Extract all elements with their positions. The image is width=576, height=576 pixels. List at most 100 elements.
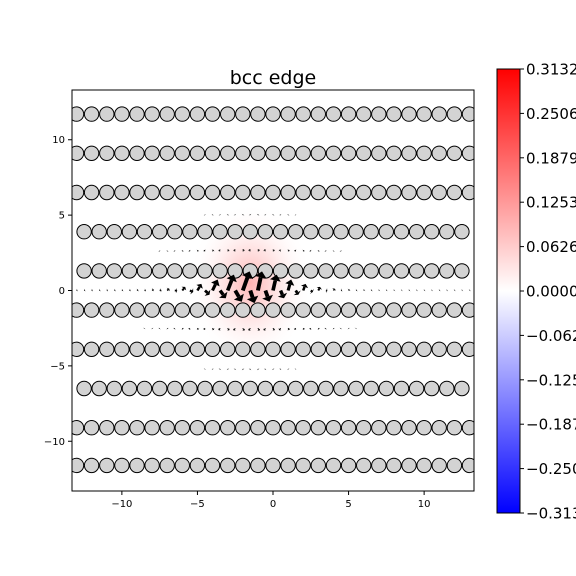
atom bbox=[446, 145, 463, 162]
atom bbox=[416, 184, 432, 201]
atom bbox=[288, 380, 304, 397]
atom bbox=[303, 224, 319, 240]
atom bbox=[227, 224, 243, 240]
atom bbox=[76, 224, 92, 240]
atom bbox=[446, 106, 463, 122]
displacement-arrow-head bbox=[324, 327, 327, 330]
atom bbox=[204, 341, 221, 357]
atom bbox=[250, 420, 266, 436]
displacement-arrow-head bbox=[173, 250, 176, 252]
displacement-arrow-head bbox=[129, 288, 131, 292]
atom bbox=[235, 420, 251, 436]
displacement-arrow-head bbox=[76, 288, 78, 292]
atom bbox=[250, 341, 266, 357]
atom bbox=[340, 184, 357, 201]
displacement-arrow-head bbox=[423, 289, 426, 292]
atom bbox=[235, 302, 251, 318]
displacement-arrow-head bbox=[248, 368, 252, 371]
colorbar-ticks: 0.3132 0.2506 0.1879 0.1253 0.0626 0.0000 −0.0… bbox=[520, 61, 576, 523]
displacement-arrow bbox=[204, 250, 206, 252]
atom bbox=[431, 302, 447, 318]
displacement-arrow bbox=[189, 289, 193, 293]
displacement-arrow-head bbox=[203, 249, 206, 252]
displacement-arrow bbox=[218, 327, 221, 330]
displacement-arrow-head bbox=[287, 249, 290, 252]
displacement-arrow bbox=[233, 327, 236, 330]
displacement-arrow-head bbox=[166, 250, 169, 252]
atom bbox=[152, 224, 168, 240]
displacement-arrow bbox=[263, 289, 270, 298]
atom bbox=[416, 145, 432, 162]
atom bbox=[174, 341, 191, 357]
displacement-arrow bbox=[317, 288, 321, 291]
displacement-arrow bbox=[234, 250, 236, 252]
atom bbox=[204, 184, 221, 201]
colorbar-tick-label: 0.1253 bbox=[526, 194, 576, 212]
displacement-arrow bbox=[212, 327, 214, 330]
atom bbox=[83, 341, 100, 357]
atom bbox=[114, 145, 130, 162]
atom bbox=[83, 457, 100, 474]
displacement-arrow-head bbox=[257, 328, 261, 331]
displacement-arrow-head bbox=[272, 249, 275, 252]
atom bbox=[280, 341, 296, 357]
colorbar-tick-label: −0.187 bbox=[526, 416, 576, 434]
displacement-arrow-head bbox=[302, 249, 305, 252]
atom bbox=[280, 302, 296, 318]
atoms-layer bbox=[72, 106, 474, 474]
atom bbox=[303, 263, 319, 279]
displacement-arrow bbox=[196, 286, 201, 292]
atom bbox=[242, 380, 259, 397]
displacement-arrow-head bbox=[241, 368, 245, 371]
atom bbox=[144, 341, 160, 357]
atom bbox=[204, 106, 221, 122]
atom bbox=[99, 341, 115, 357]
strain-field-glow bbox=[188, 202, 313, 363]
atom bbox=[265, 184, 281, 201]
displacement-arrow-head bbox=[326, 288, 328, 294]
displacement-arrow-head bbox=[196, 249, 200, 252]
atom bbox=[121, 263, 138, 279]
atom bbox=[318, 380, 334, 397]
atom bbox=[416, 420, 432, 436]
atom bbox=[227, 380, 243, 397]
atom bbox=[461, 302, 474, 318]
displacement-arrow-head bbox=[324, 250, 327, 252]
atom bbox=[416, 302, 432, 318]
displacement-arrow bbox=[211, 283, 217, 292]
atom bbox=[129, 184, 145, 201]
displacement-arrow-head bbox=[242, 328, 245, 331]
displacement-arrow-head bbox=[347, 327, 351, 330]
atom bbox=[446, 341, 463, 357]
atom bbox=[461, 420, 474, 436]
displacement-arrow-head bbox=[256, 368, 260, 371]
atom bbox=[393, 263, 410, 279]
displacement-arrow-head bbox=[270, 274, 281, 282]
displacement-arrow-head bbox=[99, 288, 101, 292]
displacement-arrow-head bbox=[317, 250, 320, 252]
atom bbox=[235, 184, 251, 201]
atom bbox=[363, 263, 379, 279]
atom bbox=[129, 106, 145, 122]
atom bbox=[439, 263, 455, 279]
atom bbox=[106, 263, 123, 279]
atom bbox=[325, 420, 342, 436]
displacement-arrow-head bbox=[196, 328, 200, 330]
displacement-arrow-head bbox=[446, 289, 449, 292]
displacement-arrow-head bbox=[285, 279, 295, 286]
atom bbox=[136, 380, 153, 397]
atom bbox=[220, 302, 236, 318]
atom bbox=[446, 420, 463, 436]
displacement-arrow-head bbox=[241, 213, 245, 216]
atom bbox=[250, 457, 266, 474]
displacement-arrow bbox=[286, 283, 292, 291]
atom bbox=[189, 145, 206, 162]
displacement-arrow-head bbox=[188, 327, 191, 330]
displacement-arrow-head bbox=[218, 328, 221, 331]
displacement-arrow-head bbox=[309, 249, 312, 252]
atom bbox=[280, 145, 296, 162]
atom bbox=[72, 106, 85, 122]
atom bbox=[408, 224, 425, 240]
atom bbox=[265, 302, 281, 318]
